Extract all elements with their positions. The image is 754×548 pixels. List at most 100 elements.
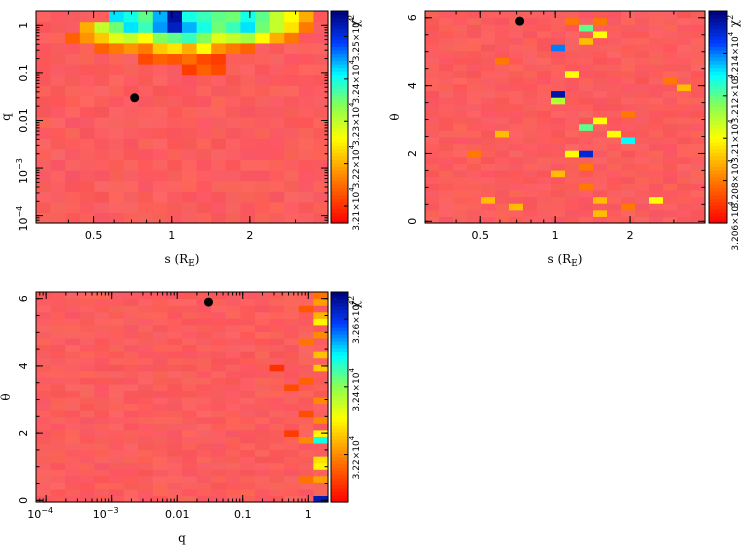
heatmap-cell [425, 143, 440, 151]
heatmap-cell [79, 410, 95, 418]
heatmap-cell [439, 156, 454, 164]
heatmap-cell [36, 95, 52, 107]
heatmap-cell [579, 196, 594, 204]
colorbar-step [709, 74, 727, 79]
heatmap-cell [65, 456, 81, 464]
heatmap-cell [109, 410, 125, 418]
heatmap-cell [65, 495, 81, 503]
colorbar-tick-label: 3.22×104 [348, 435, 362, 479]
heatmap-cell [65, 390, 81, 398]
heatmap-cell [593, 209, 608, 217]
heatmap-cell [123, 64, 139, 76]
heatmap-cell [240, 53, 256, 65]
heatmap-cell [537, 103, 552, 111]
heatmap-cell [579, 209, 594, 217]
heatmap-cell [240, 95, 256, 107]
heatmap-cell [551, 136, 566, 145]
heatmap-cell [537, 176, 552, 184]
heatmap-cell [467, 216, 482, 224]
heatmap-cell [313, 311, 329, 319]
heatmap-cell [453, 44, 468, 52]
heatmap-cell [65, 442, 81, 451]
heatmap-cell [537, 64, 552, 72]
heatmap-cell [579, 183, 594, 191]
colorbar-step [709, 95, 727, 100]
heatmap-cell [481, 170, 496, 178]
heatmap-cell [152, 180, 168, 192]
heatmap-cell [691, 103, 706, 111]
heatmap-cell [691, 37, 706, 45]
heatmap-cell [167, 475, 183, 483]
heatmap-cell [94, 148, 110, 160]
heatmap-cell [65, 148, 81, 160]
heatmap-cell [607, 150, 622, 158]
colorbar-step [331, 376, 348, 381]
colorbar-step [709, 14, 727, 19]
heatmap-cell [425, 136, 440, 145]
heatmap-cell [138, 11, 154, 23]
colorbar-step [331, 491, 348, 496]
heatmap-cell [579, 57, 594, 65]
heatmap-cell [551, 216, 566, 224]
heatmap-cell [211, 42, 227, 54]
colorbar-step [331, 369, 348, 374]
heatmap-cell [36, 344, 52, 352]
heatmap-cell [663, 24, 678, 32]
heatmap-cell [635, 24, 650, 32]
colorbar-step [331, 35, 348, 40]
heatmap-cell [677, 189, 692, 198]
heatmap-cell [255, 488, 271, 497]
heatmap-cell [551, 57, 566, 65]
heatmap-cell [255, 298, 271, 306]
heatmap-cell [152, 416, 168, 424]
heatmap-cell [65, 436, 81, 444]
heatmap-cell [467, 50, 482, 58]
heatmap-cell [167, 495, 183, 503]
heatmap-cell [677, 11, 692, 19]
heatmap-cell [439, 203, 454, 211]
heatmap-cell [94, 488, 110, 497]
heatmap-cell [425, 83, 440, 92]
heatmap-cell [481, 83, 496, 92]
colorbar-step [331, 102, 348, 107]
heatmap-cell [649, 163, 664, 171]
heatmap-cell [65, 159, 81, 171]
heatmap-cell [50, 383, 66, 392]
heatmap-cell [523, 130, 538, 138]
heatmap-cell [152, 53, 168, 65]
heatmap-cell [211, 11, 227, 23]
heatmap-cell [313, 364, 329, 372]
heatmap-cell [495, 77, 510, 85]
heatmap-cell [551, 37, 566, 45]
heatmap-cell [313, 383, 329, 392]
heatmap-cell [50, 85, 66, 97]
heatmap-cell [79, 377, 95, 385]
heatmap-cell [663, 64, 678, 72]
heatmap-cell [167, 370, 183, 378]
heatmap-cell [691, 183, 706, 191]
heatmap-cell [167, 442, 183, 451]
heatmap-cell [50, 170, 66, 182]
heatmap-cell [284, 475, 300, 483]
heatmap-cell [152, 74, 168, 86]
heatmap-cell [240, 64, 256, 76]
heatmap-cell [196, 357, 212, 365]
heatmap-cell [225, 331, 241, 339]
heatmap-cell [509, 50, 524, 58]
colorbar-step [709, 49, 727, 54]
heatmap-cell [663, 156, 678, 164]
heatmap-cell [565, 170, 580, 178]
heatmap-cell [284, 482, 300, 490]
heatmap-cell [240, 42, 256, 54]
heatmap-cell [50, 469, 66, 477]
heatmap-cell [65, 357, 81, 365]
heatmap-cell [298, 462, 314, 470]
heatmap-cell [167, 383, 183, 392]
heatmap-cell [481, 57, 496, 65]
heatmap-cell [167, 482, 183, 490]
heatmap-cell [123, 127, 139, 139]
heatmap-cell [635, 189, 650, 198]
heatmap-cell [453, 136, 468, 145]
colorbar-tick-label: 3.21×104 [727, 119, 741, 163]
